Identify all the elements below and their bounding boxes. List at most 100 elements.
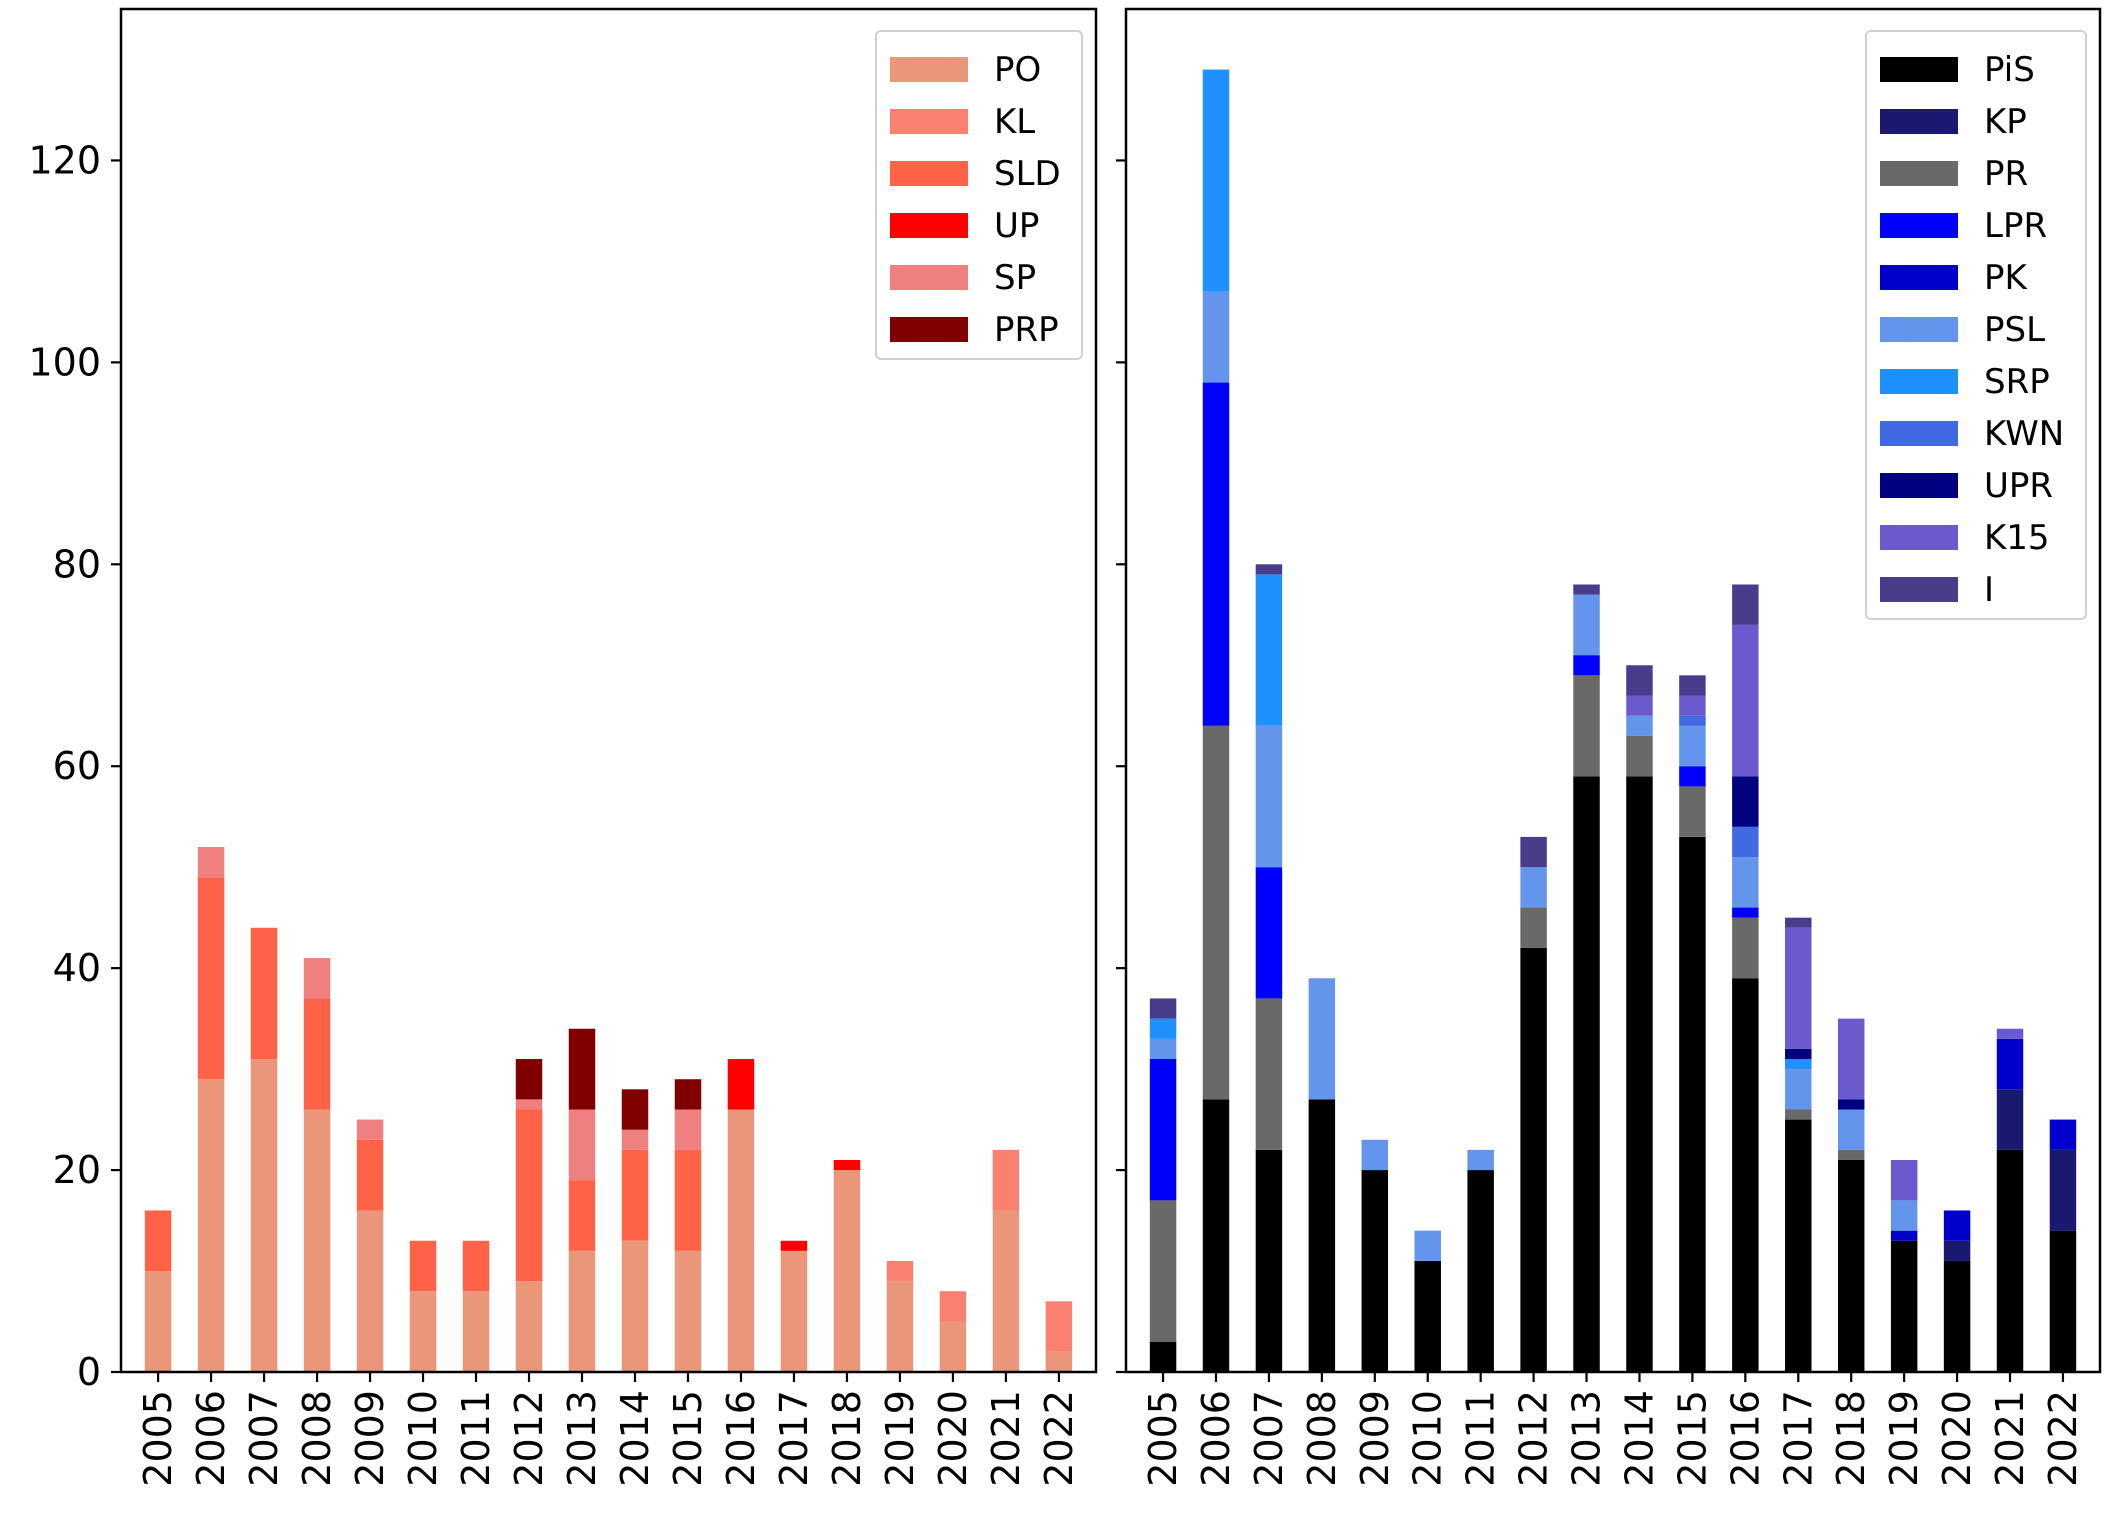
- bar-psl-2013: [1573, 594, 1600, 656]
- bar-i-2013: [1573, 584, 1600, 595]
- bar-pr-2013: [1573, 675, 1600, 777]
- x-tick-label: 2006: [1194, 1390, 1238, 1487]
- x-tick-label: 2018: [1829, 1390, 1873, 1487]
- bar-pk-2022: [2049, 1119, 2077, 1150]
- y-tick-label: 40: [53, 946, 101, 990]
- y-tick-label: 120: [28, 138, 101, 182]
- bar-srp-2005: [1149, 1018, 1177, 1039]
- x-tick-label: 2010: [401, 1390, 445, 1487]
- legend-label-psl: PSL: [1984, 310, 2045, 350]
- bar-po-2012: [515, 1281, 543, 1372]
- x-tick-label: 2012: [507, 1390, 551, 1487]
- bar-k15-2016: [1732, 624, 1759, 777]
- bar-sp-2008: [303, 958, 331, 999]
- legend-swatch-srp: [1880, 369, 1958, 394]
- x-tick-label: 2009: [1353, 1390, 1397, 1487]
- bar-psl-2006: [1202, 291, 1230, 383]
- x-tick-label: 2019: [1882, 1390, 1926, 1487]
- bar-pr-2016: [1732, 917, 1759, 979]
- bar-po-2008: [303, 1109, 331, 1372]
- x-tick-label: 2012: [1512, 1390, 1556, 1487]
- legend-label-upr: UPR: [1984, 466, 2053, 506]
- bar-i-2014: [1626, 665, 1653, 696]
- bar-lpr-2005: [1149, 1059, 1177, 1201]
- bar-pk-2021: [1996, 1038, 2024, 1090]
- bar-pr-2006: [1202, 725, 1230, 1100]
- bar-k15-2017: [1785, 927, 1812, 1049]
- bar-po-2006: [197, 1079, 225, 1372]
- x-tick-label: 2006: [189, 1390, 233, 1487]
- bar-pis-2011: [1467, 1170, 1494, 1372]
- bar-kl-2022: [1045, 1301, 1073, 1352]
- legend-label-k15: K15: [1984, 518, 2050, 558]
- x-tick-label: 2017: [772, 1390, 816, 1487]
- x-tick-label: 2021: [984, 1390, 1028, 1487]
- legend-swatch-sp: [890, 265, 968, 290]
- x-tick-label: 2005: [1141, 1390, 1185, 1487]
- legend-swatch-pk: [1880, 265, 1958, 290]
- bar-prp-2014: [621, 1089, 649, 1130]
- legend-label-pis: PiS: [1984, 50, 2035, 90]
- bar-i-2015: [1679, 675, 1706, 696]
- bar-sld-2010: [409, 1240, 437, 1292]
- bar-sld-2012: [515, 1109, 543, 1282]
- plot-frame: [1124, 7, 2102, 1374]
- x-tick-label: 2020: [1935, 1390, 1979, 1487]
- legend-label-po: PO: [994, 50, 1041, 90]
- legend-label-kl: KL: [994, 102, 1035, 142]
- y-tick-label: 100: [28, 340, 101, 384]
- y-tick-label: 60: [53, 744, 101, 788]
- legend-swatch-pis: [1880, 57, 1958, 82]
- bar-sld-2011: [462, 1240, 490, 1292]
- bar-pis-2008: [1308, 1099, 1336, 1372]
- bar-po-2009: [356, 1210, 384, 1372]
- x-tick-label: 2015: [666, 1390, 710, 1487]
- bar-psl-2017: [1785, 1069, 1812, 1110]
- bar-psl-2010: [1414, 1230, 1441, 1261]
- x-tick-label: 2021: [1988, 1390, 2032, 1487]
- bar-srp-2006: [1202, 69, 1230, 292]
- bar-prp-2013: [568, 1028, 596, 1110]
- bar-psl-2005: [1149, 1038, 1177, 1060]
- x-tick-label: 2013: [560, 1390, 604, 1487]
- bar-pr-2018: [1837, 1149, 1865, 1160]
- bar-prp-2015: [674, 1079, 702, 1110]
- bar-up-2018: [833, 1159, 861, 1171]
- x-tick-label: 2022: [1037, 1390, 1081, 1487]
- bar-psl-2018: [1837, 1109, 1865, 1150]
- bar-pk-2019: [1890, 1230, 1918, 1241]
- x-tick-label: 2022: [2041, 1390, 2085, 1487]
- bar-po-2019: [886, 1281, 914, 1372]
- x-tick-label: 2020: [931, 1390, 975, 1487]
- x-tick-label: 2017: [1776, 1390, 1820, 1487]
- legend-label-i: I: [1984, 570, 1994, 610]
- x-tick-label: 2011: [454, 1390, 498, 1487]
- bar-kwn-2015: [1679, 715, 1706, 726]
- bar-pis-2012: [1520, 947, 1547, 1372]
- x-tick-label: 2018: [825, 1390, 869, 1487]
- bar-k15-2019: [1890, 1159, 1918, 1201]
- bar-upr-2016: [1732, 776, 1759, 827]
- x-tick-label: 2008: [295, 1390, 339, 1487]
- x-tick-label: 2019: [878, 1390, 922, 1487]
- bar-psl-2009: [1361, 1139, 1389, 1171]
- bar-sld-2005: [144, 1210, 172, 1272]
- x-tick-label: 2009: [348, 1390, 392, 1487]
- bar-po-2015: [674, 1250, 702, 1372]
- bar-prp-2012: [515, 1059, 543, 1100]
- bar-up-2016: [727, 1059, 755, 1110]
- bar-pis-2005: [1149, 1341, 1177, 1372]
- bar-kl-2019: [886, 1260, 914, 1282]
- bar-sp-2012: [515, 1099, 543, 1110]
- bar-kwn-2016: [1732, 826, 1759, 858]
- bar-upr-2017: [1785, 1048, 1812, 1060]
- bar-pis-2016: [1732, 978, 1759, 1372]
- bar-pr-2007: [1255, 998, 1283, 1150]
- legend-swatch-upr: [1880, 473, 1958, 498]
- bar-lpr-2015: [1679, 766, 1706, 787]
- x-tick-label: 2014: [1617, 1390, 1661, 1487]
- bar-pis-2013: [1573, 776, 1600, 1372]
- legend-label-sp: SP: [994, 258, 1036, 298]
